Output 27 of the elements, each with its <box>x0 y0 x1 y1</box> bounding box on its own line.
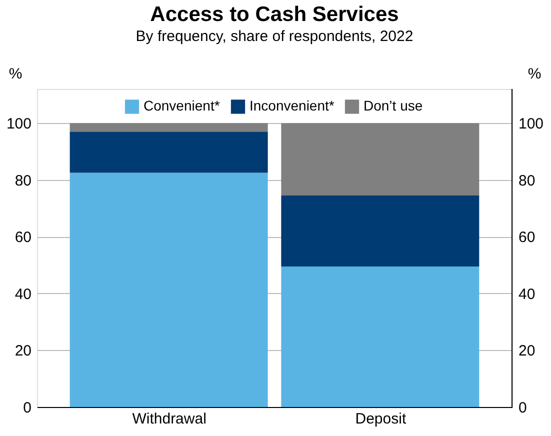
chart-subtitle: By frequency, share of respondents, 2022 <box>136 28 414 45</box>
y-tick-label: 20 <box>14 342 32 360</box>
y2-tick-label: 100 <box>518 116 544 133</box>
bar <box>70 132 268 173</box>
y2-tick-label: 60 <box>518 229 536 246</box>
y2-tick-label: 40 <box>518 286 536 303</box>
y2-axis-title: % <box>528 66 542 82</box>
y-tick-label: 40 <box>14 286 32 303</box>
y-tick-label: 80 <box>14 172 32 190</box>
bar <box>281 195 480 266</box>
legend-label: Don’t use <box>364 98 423 114</box>
x-tick-label: Withdrawal <box>132 410 206 428</box>
bar <box>281 123 480 196</box>
x-tick-label: Deposit <box>355 410 407 428</box>
y2-tick-label: 0 <box>518 400 527 416</box>
y-axis-title: % <box>8 66 22 82</box>
bar <box>281 266 480 407</box>
y-tick-label: 60 <box>14 229 32 246</box>
legend-label: Inconvenient* <box>250 98 335 114</box>
legend-label: Convenient* <box>144 98 220 114</box>
y2-tick-label: 20 <box>518 342 536 360</box>
bar <box>70 172 268 407</box>
y2-tick-label: 80 <box>518 172 536 190</box>
chart-title: Access to Cash Services <box>150 3 399 26</box>
bar <box>70 123 268 132</box>
y-tick-label: 0 <box>23 400 32 416</box>
y-tick-label: 100 <box>6 116 32 133</box>
